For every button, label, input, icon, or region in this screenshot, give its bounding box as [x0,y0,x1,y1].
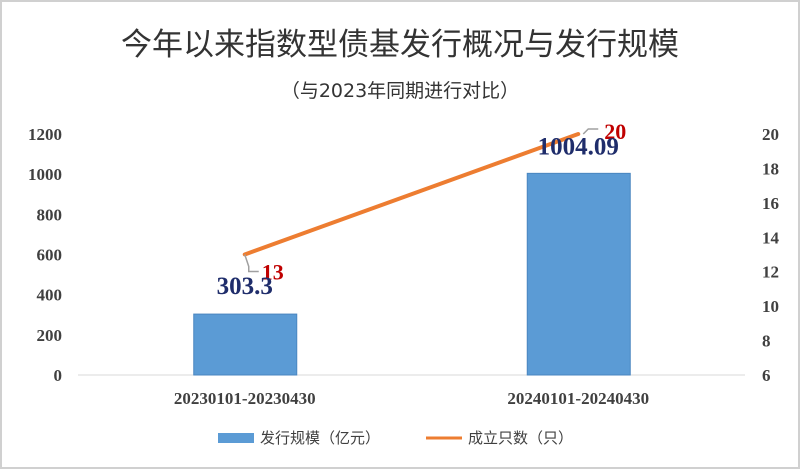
y-left-tick-label: 200 [37,326,63,345]
x-tick-label: 20240101-20240430 [507,389,649,408]
chart-subtitle: （与2023年同期进行对比） [281,80,519,102]
y-right-tick-label: 12 [762,263,779,282]
x-tick-label: 20230101-20230430 [174,389,316,408]
y-left-tick-label: 1000 [28,165,62,184]
bar-data-label: 303.3 [217,273,273,300]
line-data-label: 13 [262,260,284,285]
legend: 发行规模（亿元） 成立只数（只） [218,429,573,447]
y-right-tick-label: 8 [762,332,771,351]
y-right-tick-label: 6 [762,366,771,385]
line-data-label: 20 [604,119,626,144]
y-right-tick-label: 16 [762,194,779,213]
y-right-tick-label: 18 [762,159,779,178]
y-left-tick-label: 400 [37,286,63,305]
bar [193,313,298,376]
bar [526,172,631,376]
y-left-tick-label: 600 [37,246,63,265]
y-right-tick-label: 14 [762,228,780,247]
y-left-tick-label: 1200 [28,125,62,144]
legend-bar-swatch [218,433,254,443]
line-series [242,132,581,257]
leader-line [582,128,599,135]
y-right-tick-label: 20 [762,125,779,144]
legend-bar-label: 发行规模（亿元） [260,429,380,447]
legend-line-label: 成立只数（只） [468,429,573,447]
y-left-tick-label: 0 [54,366,63,385]
leader-line [244,254,259,273]
chart-title: 今年以来指数型债基发行概况与发行规模 [121,27,679,63]
y-left-tick-label: 800 [37,205,63,224]
bar-data-label: 1004.09 [538,133,619,160]
y-right-tick-label: 10 [762,297,779,316]
